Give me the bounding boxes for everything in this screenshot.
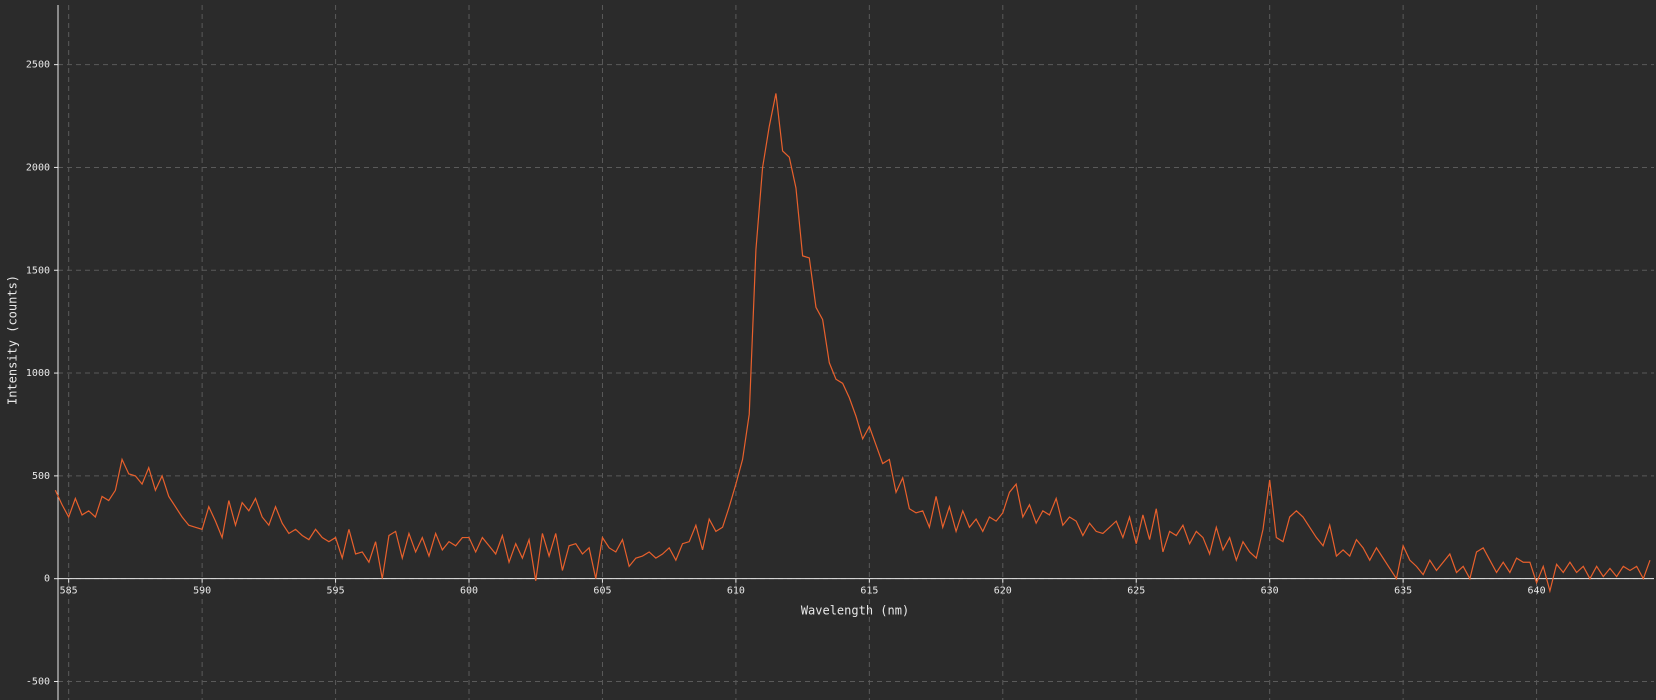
- x-tick-label: 620: [994, 586, 1012, 597]
- x-tick-label: 610: [727, 586, 745, 597]
- y-tick-label: 2000: [26, 162, 50, 173]
- x-tick-label: 640: [1528, 586, 1546, 597]
- x-tick-label: 630: [1261, 586, 1279, 597]
- x-tick-label: 595: [327, 586, 345, 597]
- x-tick-label: 635: [1394, 586, 1412, 597]
- y-tick-label: 0: [44, 574, 50, 585]
- x-tick-label: 600: [460, 586, 478, 597]
- x-tick-label: 615: [860, 586, 878, 597]
- x-tick-label: 625: [1127, 586, 1145, 597]
- y-tick-label: 1000: [26, 368, 50, 379]
- x-tick-label: 605: [593, 586, 611, 597]
- y-axis-label: Intensity (counts): [6, 275, 20, 405]
- y-tick-label: -500: [26, 676, 50, 687]
- x-axis-label: Wavelength (nm): [801, 604, 909, 618]
- x-tick-label: 585: [60, 586, 78, 597]
- y-tick-label: 500: [32, 471, 50, 482]
- y-tick-label: 1500: [26, 265, 50, 276]
- y-tick-label: 2500: [26, 60, 50, 71]
- series-line: [54, 93, 1651, 594]
- x-tick-label: 590: [193, 586, 211, 597]
